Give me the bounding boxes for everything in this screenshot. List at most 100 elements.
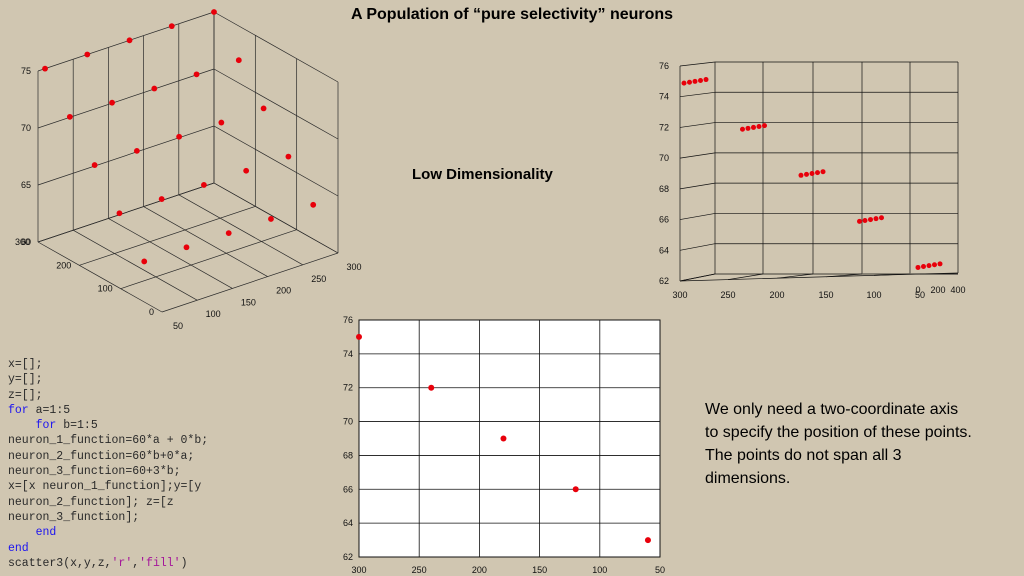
data-point [915, 264, 921, 270]
gridline [727, 273, 764, 280]
y-tick-label: 72 [343, 383, 353, 393]
z-tick-label: 66 [659, 215, 669, 225]
code-line: end [8, 542, 29, 555]
data-point [133, 147, 140, 154]
code-text: neuron_1_function=60*a + 0*b; [8, 434, 209, 448]
data-point [687, 79, 692, 85]
x-tick-label: 200 [472, 565, 487, 575]
data-point [745, 125, 751, 131]
data-point [66, 113, 73, 120]
data-point [141, 258, 148, 265]
gridline [178, 194, 303, 266]
gridline [679, 152, 716, 159]
data-point [84, 51, 91, 58]
y-tick-label: 0 [149, 307, 154, 317]
gridline [679, 243, 716, 251]
code-line: x=[]; [8, 358, 43, 371]
gridline [213, 125, 339, 197]
gridline [679, 213, 716, 220]
code-line: x=[x neuron_1_function];y=[y [8, 480, 201, 493]
code-line: neuron_1_function=60*a + 0*b; [8, 434, 208, 447]
gridline [143, 206, 268, 277]
data-point [681, 80, 687, 86]
y-tick-label: 74 [343, 349, 353, 359]
data-point [260, 105, 267, 112]
gridline [120, 229, 297, 289]
data-point [868, 217, 873, 223]
data-point [926, 263, 932, 269]
data-point [243, 167, 250, 174]
gridline [37, 125, 215, 186]
code-text: z=[]; [8, 388, 43, 402]
data-point [168, 23, 175, 30]
matlab-code-block: x=[]; y=[]; z=[]; for a=1:5 for b=1:5 ne… [8, 357, 208, 571]
x-tick-label: 100 [592, 565, 607, 575]
data-point [268, 216, 274, 222]
data-point [235, 57, 242, 64]
data-point [762, 123, 767, 129]
x-tick-label: 200 [276, 286, 291, 296]
y-tick-label: 70 [343, 417, 353, 427]
gridline [37, 241, 163, 313]
y-tick-label: 200 [56, 260, 71, 270]
z-tick-label: 70 [21, 123, 31, 133]
data-point [751, 124, 756, 130]
data-point [201, 182, 207, 188]
data-point [692, 78, 698, 84]
gridline [679, 91, 716, 98]
data-point [109, 99, 115, 106]
data-point [815, 170, 820, 176]
code-text: y=[]; [8, 373, 43, 387]
data-point [285, 153, 292, 160]
z-tick-label: 62 [659, 276, 669, 286]
data-point [572, 486, 579, 493]
x-tick-label: 150 [241, 297, 256, 307]
y-tick-label: 250 [720, 290, 735, 300]
data-point [126, 37, 133, 44]
z-tick-label: 75 [21, 66, 31, 76]
gridline [37, 182, 215, 243]
y-tick-label: 100 [98, 284, 113, 294]
x-tick-label: 0 [915, 285, 920, 295]
code-text: neuron_3_function]; [8, 510, 140, 524]
code-line: neuron_3_function=60+3*b; [8, 465, 181, 478]
code-text: b=1:5 [56, 419, 98, 433]
gridline [679, 273, 716, 282]
code-line: end [8, 526, 57, 540]
z-tick-label: 74 [659, 92, 669, 102]
data-point [500, 435, 507, 442]
data-point [91, 162, 98, 168]
z-tick-label: 68 [659, 184, 669, 194]
z-tick-label: 70 [659, 153, 669, 163]
data-point [428, 384, 435, 391]
data-point [879, 215, 884, 221]
code-text: ) [180, 556, 188, 570]
slide-title: A Population of “pure selectivity” neuro… [350, 6, 674, 23]
x-tick-label: 50 [173, 321, 183, 331]
data-point [151, 85, 158, 92]
data-point [857, 218, 862, 224]
data-point [211, 9, 217, 15]
gridline [679, 182, 716, 190]
x-tick-label: 250 [412, 565, 427, 575]
data-point [809, 171, 815, 176]
gridline [108, 218, 233, 289]
explanation-text: We only need a two-coordinate axis to sp… [705, 401, 972, 487]
z-tick-label: 72 [659, 122, 669, 132]
data-point [310, 201, 317, 208]
x-tick-label: 300 [346, 262, 361, 272]
data-point [644, 537, 651, 544]
code-line: neuron_2_function]; z=[z [8, 496, 174, 509]
data-point [937, 261, 943, 267]
x-tick-label: 250 [311, 274, 326, 284]
data-point [176, 133, 183, 140]
code-keyword: end [35, 526, 57, 540]
data-point [42, 65, 48, 72]
code-text: x=[x neuron_1_function];y=[y [8, 480, 202, 494]
code-line: for a=1:5 [8, 404, 70, 417]
gridline [776, 273, 814, 279]
code-string: 'fill' [139, 556, 181, 570]
data-point [703, 77, 709, 83]
data-point [873, 216, 879, 222]
